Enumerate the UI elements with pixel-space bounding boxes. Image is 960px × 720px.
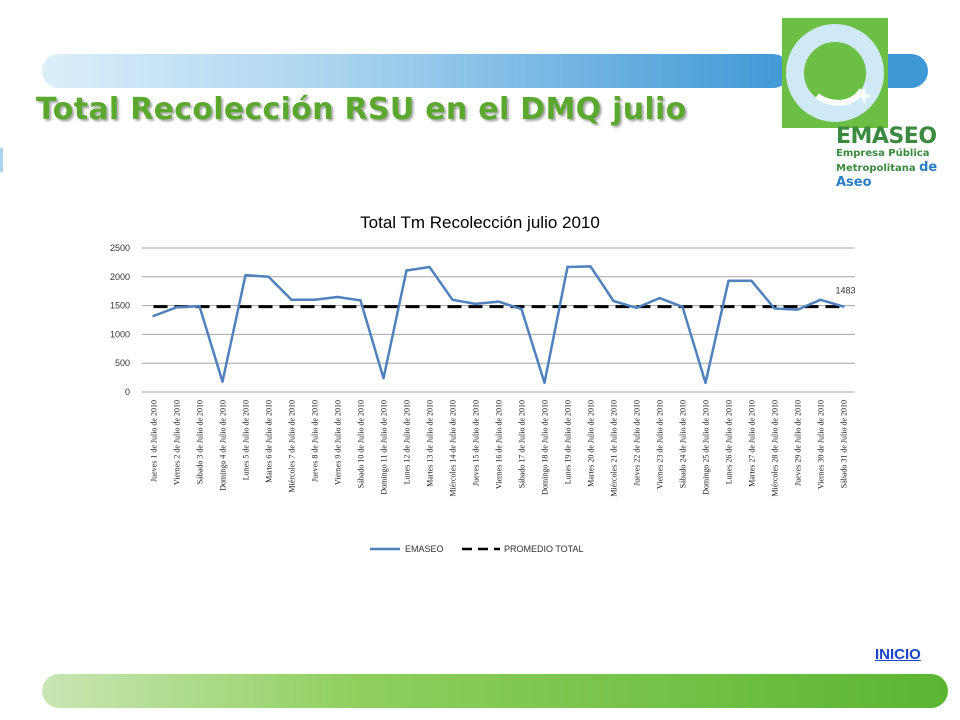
edge-accent <box>0 148 3 172</box>
y-tick-label: 2000 <box>110 272 130 282</box>
y-tick-label: 500 <box>115 358 130 368</box>
data-point <box>589 265 592 268</box>
y-tick-label: 0 <box>125 387 130 397</box>
data-point <box>221 380 224 383</box>
data-point <box>520 307 523 311</box>
x-tick-label: Viernes 30 de Julio de 2010 <box>817 400 826 489</box>
x-tick-label: Martes 6 de Julio de 2010 <box>265 400 274 483</box>
logo-line-2b: de Aseo <box>836 160 938 190</box>
data-point <box>750 279 753 283</box>
legend-label-promedio: PROMEDIO TOTAL <box>504 544 584 554</box>
logo-line-2a: Metropolitana <box>836 163 916 174</box>
data-point <box>773 307 776 310</box>
x-tick-label: Sábado 17 de Julio de 2010 <box>518 400 527 488</box>
legend-label-emaseo: EMASEO <box>405 544 444 554</box>
series-line-emaseo <box>153 265 844 385</box>
x-tick-label: Sábado 3 de Julio de 2010 <box>196 400 205 484</box>
header-band <box>42 54 790 88</box>
data-point <box>612 299 615 303</box>
x-tick-label: Lunes 19 de Julio de 2010 <box>564 400 573 484</box>
y-tick-label: 1000 <box>110 329 130 339</box>
data-point <box>451 298 454 302</box>
x-tick-label: Viernes 23 de Julio de 2010 <box>656 400 665 489</box>
x-tick-label: Domingo 11 de Julio de 2010 <box>380 400 389 495</box>
data-point <box>336 295 339 299</box>
line-chart: Total Tm Recolección julio 2010 0 500 1000… <box>110 213 856 554</box>
data-point <box>474 302 477 306</box>
data-point <box>290 298 293 302</box>
x-tick-label: Miércoles 14 de Julio de 2010 <box>449 400 458 497</box>
data-point <box>382 376 385 380</box>
data-point <box>681 305 684 308</box>
x-tick-label: Sábado 24 de Julio de 2010 <box>679 400 688 488</box>
x-tick-label: Domingo 25 de Julio de 2010 <box>702 400 711 495</box>
data-point <box>428 265 431 269</box>
x-tick-label: Jueves 8 de Julio de 2010 <box>311 400 320 482</box>
data-point <box>543 381 546 384</box>
data-point <box>796 308 799 311</box>
footer-band <box>42 674 948 708</box>
page-title: Total Recolección RSU en el DMQ julio <box>36 92 687 127</box>
x-tick-label: Lunes 26 de Julio de 2010 <box>725 400 734 484</box>
x-tick-label: Jueves 29 de Julio de 2010 <box>794 400 803 486</box>
x-tick-label: Viernes 2 de Julio de 2010 <box>173 400 182 485</box>
logo-ring-icon <box>786 24 884 122</box>
data-point <box>727 279 730 283</box>
series-lines: 1483 <box>152 265 856 385</box>
data-point <box>658 296 661 300</box>
data-point <box>635 306 638 310</box>
data-point <box>267 275 270 278</box>
data-point <box>842 305 845 308</box>
logo-name: EMASEO <box>836 124 937 149</box>
x-tick-label: Martes 20 de Julio de 2010 <box>587 400 596 487</box>
data-point <box>359 299 362 302</box>
legend: EMASEO PROMEDIO TOTAL <box>370 544 584 554</box>
logo-line-1: Empresa Pública <box>836 148 930 159</box>
data-point <box>244 273 247 277</box>
emaseo-logo <box>782 18 888 128</box>
header-band-end <box>880 54 928 88</box>
grid-lines <box>142 247 855 393</box>
data-point <box>704 381 707 384</box>
data-point <box>405 269 408 272</box>
x-tick-label: Jueves 22 de Julio de 2010 <box>633 400 642 486</box>
y-tick-label: 2500 <box>110 243 130 253</box>
x-tick-label: Miércoles 21 de Julio de 2010 <box>610 400 619 497</box>
x-tick-label: Martes 13 de Julio de 2010 <box>426 400 435 487</box>
data-point <box>198 304 201 308</box>
y-axis-ticks: 0 500 1000 1500 2000 2500 <box>110 243 130 397</box>
x-tick-label: Jueves 1 de Julio de 2010 <box>150 400 159 482</box>
x-axis-ticks: Jueves 1 de Julio de 2010 Viernes 2 de Ju… <box>150 400 849 497</box>
x-tick-label: Viernes 16 de Julio de 2010 <box>495 400 504 489</box>
x-tick-label: Sábado 10 de Julio de 2010 <box>357 400 366 488</box>
inicio-link[interactable]: INICIO <box>875 646 921 663</box>
y-tick-label: 1500 <box>110 301 130 311</box>
logo-line-2: Metropolitana de Aseo <box>836 160 960 190</box>
data-point <box>313 298 316 302</box>
x-tick-label: Viernes 9 de Julio de 2010 <box>334 400 343 485</box>
x-tick-label: Domingo 4 de Julio de 2010 <box>219 400 228 491</box>
data-point <box>497 300 500 303</box>
x-tick-label: Lunes 12 de Julio de 2010 <box>403 400 412 484</box>
x-tick-label: Domingo 18 de Julio de 2010 <box>541 400 550 495</box>
chart-title: Total Tm Recolección julio 2010 <box>360 213 600 232</box>
x-tick-label: Sábado 31 de Julio de 2010 <box>840 400 849 488</box>
data-point <box>152 314 155 318</box>
data-point <box>566 265 569 269</box>
x-tick-label: Lunes 5 de Julio de 2010 <box>242 400 251 480</box>
x-tick-label: Jueves 15 de Julio de 2010 <box>472 400 481 486</box>
data-point <box>819 298 822 302</box>
data-label: 1483 <box>836 286 856 296</box>
x-tick-label: Martes 27 de Julio de 2010 <box>748 400 757 487</box>
x-tick-label: Miércoles 28 de Julio de 2010 <box>771 400 780 497</box>
x-tick-label: Miércoles 7 de Julio de 2010 <box>288 400 297 493</box>
data-point <box>175 306 178 309</box>
